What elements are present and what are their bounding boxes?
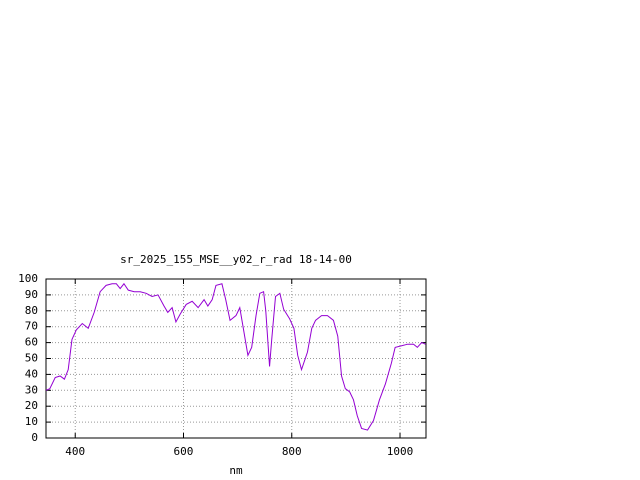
y-tick-label: 30 — [25, 383, 38, 396]
y-tick-label: 0 — [31, 431, 38, 444]
y-tick-label: 20 — [25, 399, 38, 412]
y-tick-label: 90 — [25, 288, 38, 301]
x-tick-label: 600 — [174, 445, 194, 458]
y-tick-label: 40 — [25, 367, 38, 380]
y-tick-label: 60 — [25, 336, 38, 349]
x-tick-label: 400 — [65, 445, 85, 458]
y-tick-label: 10 — [25, 415, 38, 428]
plot-frame — [45, 278, 427, 439]
x-tick-label: 1000 — [387, 445, 414, 458]
x-axis-label: nm — [229, 464, 243, 477]
y-tick-label: 50 — [25, 352, 38, 365]
x-tick-label: 800 — [282, 445, 302, 458]
data-line — [45, 282, 426, 431]
y-tick-label: 100 — [18, 272, 38, 285]
y-tick-label: 70 — [25, 320, 38, 333]
chart-title: sr_2025_155_MSE__y02_r_rad 18-14-00 — [120, 253, 352, 266]
y-tick-label: 80 — [25, 304, 38, 317]
